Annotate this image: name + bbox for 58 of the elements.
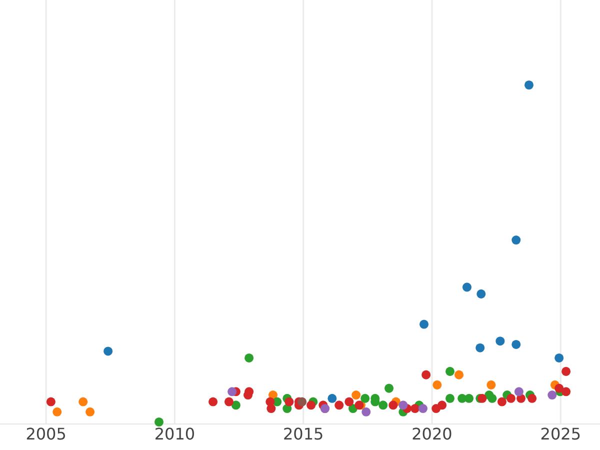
point bbox=[334, 400, 344, 410]
point bbox=[438, 400, 447, 410]
point bbox=[231, 400, 240, 410]
point bbox=[488, 394, 497, 403]
point bbox=[298, 397, 307, 406]
point bbox=[422, 370, 431, 380]
point bbox=[362, 407, 371, 416]
point bbox=[462, 282, 472, 292]
point bbox=[528, 394, 537, 403]
point bbox=[445, 394, 455, 403]
point bbox=[554, 384, 564, 393]
point bbox=[524, 80, 534, 90]
point bbox=[512, 236, 521, 245]
point bbox=[328, 394, 337, 403]
point bbox=[476, 289, 486, 298]
point bbox=[52, 407, 62, 416]
point bbox=[344, 397, 354, 406]
x-tick-label: 2005 bbox=[26, 424, 66, 444]
point bbox=[388, 400, 398, 410]
point bbox=[464, 394, 474, 403]
point bbox=[208, 397, 218, 406]
point bbox=[476, 343, 485, 352]
point bbox=[398, 400, 408, 410]
x-tick-label: 2015 bbox=[282, 424, 324, 444]
point bbox=[420, 320, 429, 329]
point bbox=[86, 407, 95, 416]
point bbox=[514, 387, 524, 396]
point bbox=[384, 384, 394, 393]
point bbox=[378, 400, 388, 410]
point bbox=[104, 346, 113, 356]
point bbox=[497, 397, 506, 406]
point bbox=[224, 397, 234, 406]
x-tick-label: 2020 bbox=[412, 424, 452, 444]
point bbox=[244, 353, 254, 362]
point bbox=[454, 370, 464, 380]
point bbox=[512, 340, 521, 349]
point bbox=[228, 387, 237, 396]
point bbox=[154, 417, 164, 427]
point bbox=[418, 404, 428, 414]
point bbox=[78, 397, 88, 406]
point bbox=[284, 397, 294, 406]
point bbox=[306, 400, 316, 410]
point bbox=[496, 336, 505, 346]
point bbox=[562, 387, 571, 396]
x-tick-label: 2025 bbox=[540, 424, 581, 444]
point bbox=[486, 380, 496, 390]
point bbox=[445, 366, 455, 376]
point bbox=[410, 404, 420, 414]
point bbox=[506, 394, 516, 403]
point bbox=[352, 390, 361, 400]
point bbox=[548, 390, 557, 400]
point bbox=[266, 404, 276, 414]
point bbox=[46, 397, 56, 406]
x-tick-label: 2010 bbox=[154, 424, 196, 444]
point bbox=[360, 394, 370, 403]
point bbox=[554, 353, 564, 362]
point bbox=[432, 380, 442, 390]
point bbox=[562, 366, 571, 376]
